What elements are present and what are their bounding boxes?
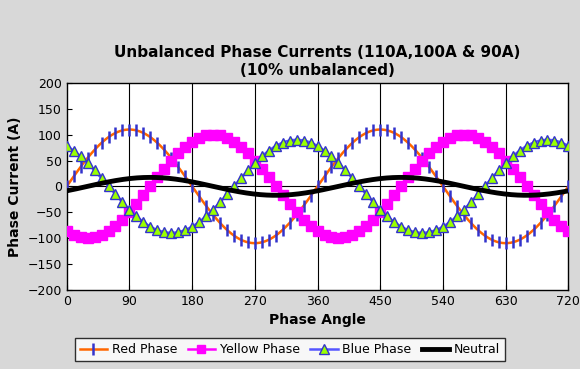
X-axis label: Phase Angle: Phase Angle bbox=[269, 313, 366, 327]
Legend: Red Phase, Yellow Phase, Blue Phase, Neutral: Red Phase, Yellow Phase, Blue Phase, Neu… bbox=[75, 338, 505, 361]
Title: Unbalanced Phase Currents (110A,100A & 90A)
(10% unbalanced): Unbalanced Phase Currents (110A,100A & 9… bbox=[114, 45, 521, 78]
Y-axis label: Phase Current (A): Phase Current (A) bbox=[8, 116, 22, 256]
